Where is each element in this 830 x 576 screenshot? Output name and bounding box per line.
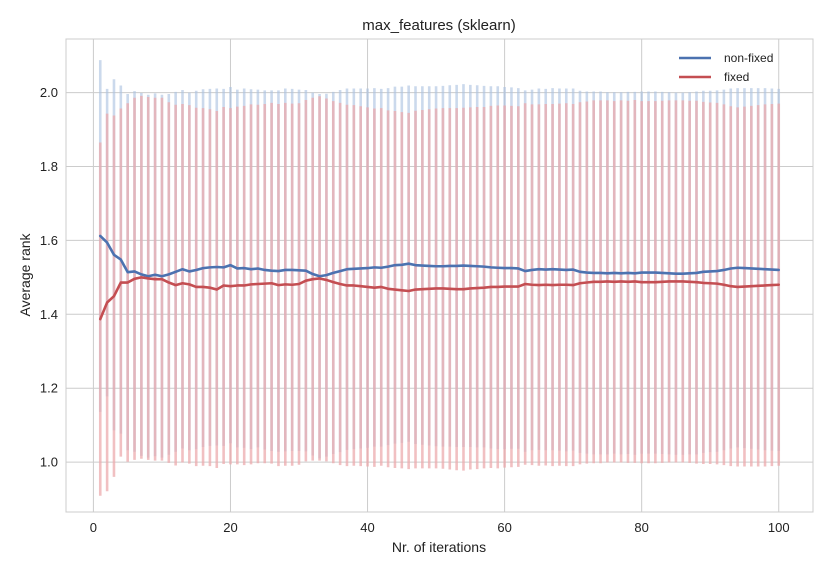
x-tick-label: 100 <box>768 520 790 535</box>
x-tick-label: 40 <box>360 520 374 535</box>
x-tick-label: 0 <box>90 520 97 535</box>
x-tick-labels: 0 20 40 60 80 100 <box>90 520 790 535</box>
legend-label-non-fixed: non-fixed <box>724 51 773 65</box>
series-line-fixed <box>98 276 781 321</box>
y-tick-label: 1.2 <box>40 381 58 396</box>
chart-title: max_features (sklearn) <box>362 17 515 34</box>
plot-frame <box>65 38 814 513</box>
y-tick-label: 1.4 <box>40 307 58 322</box>
y-tick-label: 1.8 <box>40 159 58 174</box>
y-tick-label: 1.6 <box>40 233 58 248</box>
y-tick-label: 1.0 <box>40 455 58 470</box>
series-lines <box>98 234 781 321</box>
y-tick-labels: 1.0 1.2 1.4 1.6 1.8 2.0 <box>40 85 58 470</box>
series-line-non-fixed <box>98 234 781 278</box>
x-tick-label: 60 <box>497 520 511 535</box>
x-axis-label: Nr. of iterations <box>392 539 486 555</box>
x-tick-label: 80 <box>634 520 648 535</box>
plot-background <box>66 39 813 512</box>
y-tick-label: 2.0 <box>40 85 58 100</box>
x-tick-label: 20 <box>223 520 237 535</box>
legend: non-fixed fixed <box>679 51 773 84</box>
legend-label-fixed: fixed <box>724 70 749 84</box>
y-axis-label: Average rank <box>17 232 33 316</box>
